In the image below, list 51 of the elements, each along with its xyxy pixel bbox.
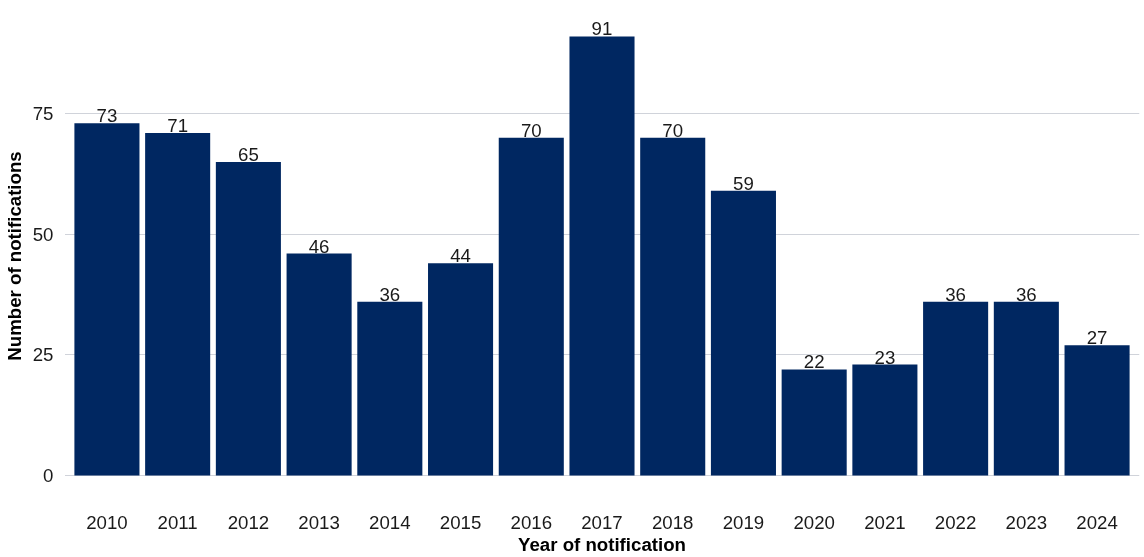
bar	[74, 123, 140, 476]
x-tick-label: 2016	[510, 511, 553, 533]
bar	[286, 253, 352, 476]
bar	[498, 137, 564, 476]
x-tick-label: 2011	[157, 511, 198, 533]
x-axis-title: Year of notification	[518, 533, 686, 555]
x-tick-label: 2017	[581, 511, 623, 533]
x-tick-label: 2015	[439, 511, 482, 533]
x-tick-label: 2012	[227, 511, 270, 533]
data-label: 71	[167, 114, 189, 136]
data-label: 36	[945, 283, 967, 305]
bar	[357, 301, 423, 476]
bar	[710, 190, 776, 476]
y-tick-label: 75	[32, 103, 54, 125]
x-tick-label: 2013	[298, 511, 340, 533]
y-tick-label: 25	[32, 344, 54, 366]
data-label: 22	[803, 351, 825, 373]
x-tick-label: 2018	[651, 511, 694, 533]
x-tick-label: 2014	[369, 511, 411, 533]
data-label: 23	[874, 346, 896, 368]
data-label: 59	[733, 172, 754, 194]
data-label: 70	[662, 119, 684, 141]
bar	[1064, 345, 1130, 476]
x-tick-label: 2020	[793, 511, 835, 533]
data-label: 36	[379, 283, 401, 305]
y-axis-title: Number of notifications	[3, 151, 25, 361]
x-tick-label: 2023	[1005, 511, 1048, 533]
x-tick-label: 2021	[864, 511, 906, 533]
bar	[569, 36, 635, 476]
data-label: 36	[1015, 283, 1037, 305]
bar	[428, 263, 494, 476]
data-label: 91	[591, 18, 613, 40]
data-label: 44	[450, 245, 471, 267]
bar	[993, 301, 1059, 476]
bar	[923, 301, 989, 476]
data-label: 65	[238, 143, 259, 165]
x-tick-label: 2024	[1076, 511, 1118, 533]
bar	[145, 132, 211, 476]
x-tick-label: 2010	[86, 511, 128, 533]
data-label: 27	[1086, 327, 1108, 349]
bar	[781, 369, 847, 476]
data-label: 70	[520, 119, 542, 141]
bar	[852, 364, 918, 476]
data-label: 73	[96, 105, 118, 127]
x-tick-label: 2022	[934, 511, 977, 533]
y-tick-label: 0	[43, 465, 54, 487]
bar	[640, 137, 706, 476]
x-tick-label: 2019	[722, 511, 765, 533]
data-label: 46	[308, 235, 330, 257]
y-tick-label: 50	[32, 223, 54, 245]
bar	[215, 161, 281, 476]
